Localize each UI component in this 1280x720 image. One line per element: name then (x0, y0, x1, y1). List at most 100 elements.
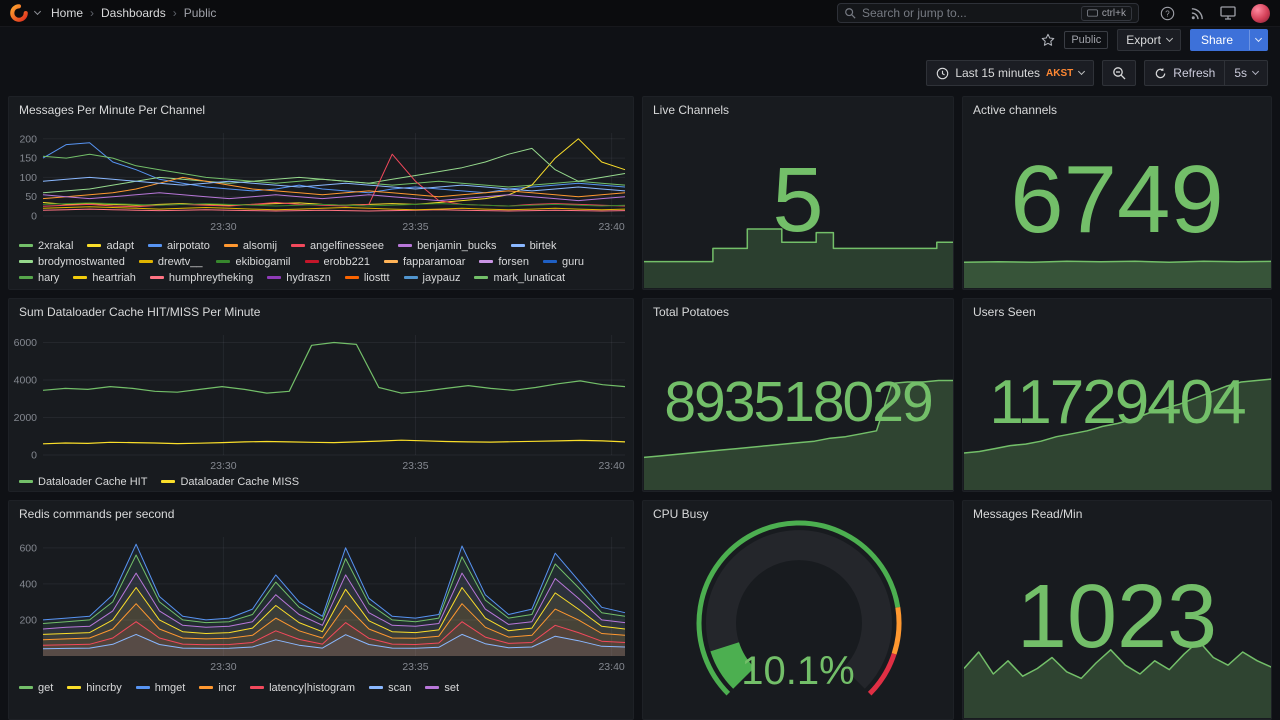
rss-icon[interactable] (1190, 6, 1205, 21)
legend-item[interactable]: humphreytheking (149, 271, 253, 284)
legend-color-swatch (138, 260, 153, 263)
legend-item[interactable]: 2xrakal (19, 239, 73, 252)
axis-tick-label: 400 (19, 578, 37, 590)
legend-item[interactable]: mark_lunaticat (474, 271, 565, 284)
panel-title[interactable]: Messages Read/Min (973, 507, 1083, 521)
legend-item[interactable]: hydraszn (267, 271, 331, 284)
legend-item[interactable]: benjamin_bucks (398, 239, 497, 252)
series-area (43, 621, 625, 656)
series-line (42, 439, 626, 445)
breadcrumb-dashboards[interactable]: Dashboards (101, 6, 166, 20)
legend-item[interactable]: scan (369, 681, 411, 694)
legend-item[interactable]: notjoeykaotyk (222, 287, 308, 290)
legend-label: 2xrakal (38, 239, 74, 252)
breadcrumb-separator: › (172, 6, 177, 20)
legend-item[interactable]: hincrby (67, 681, 122, 694)
panel-messages-per-minute: Messages Per Minute Per Channel 0 50 100 15… (8, 96, 634, 290)
legend-item[interactable]: hmget (135, 681, 185, 694)
refresh-button[interactable]: Refresh (1145, 61, 1224, 85)
legend-item[interactable]: hary (19, 271, 59, 284)
series-line (42, 206, 626, 211)
clock-icon (937, 67, 949, 79)
legend-item[interactable]: drewtv__ (138, 255, 202, 268)
legend-color-swatch (19, 480, 33, 483)
legend-item[interactable]: olivl0 (382, 287, 426, 290)
user-avatar[interactable] (1251, 3, 1270, 23)
grafana-logo[interactable] (10, 4, 28, 22)
panel-title[interactable]: Live Channels (653, 103, 730, 117)
legend-item[interactable]: angelfinesseee (291, 239, 384, 252)
legend-item[interactable]: adapt (87, 239, 134, 252)
star-icon[interactable] (1041, 33, 1055, 47)
legend-item[interactable]: onlyfye (440, 287, 494, 290)
panel-title[interactable]: Active channels (973, 103, 1058, 117)
legend-item[interactable]: birtek (510, 239, 556, 252)
breadcrumb-home[interactable]: Home (51, 6, 84, 20)
legend-item[interactable]: jaypauz (403, 271, 460, 284)
monitor-icon[interactable] (1220, 6, 1236, 20)
legend-label: airpotato (167, 239, 210, 252)
messages-legend[interactable]: 2xrakal adapt airpotato alsomij angelfinesse… (19, 239, 627, 289)
legend-item[interactable]: erobb221 (304, 255, 370, 268)
series-line (42, 621, 626, 646)
help-icon[interactable]: ? (1160, 6, 1175, 21)
search-field[interactable] (862, 6, 1075, 20)
chevron-down-icon[interactable] (33, 7, 42, 16)
series-area (964, 379, 1271, 490)
time-range-picker[interactable]: Last 15 minutes AKST (926, 60, 1095, 86)
legend-item[interactable]: Dataloader Cache HIT (19, 475, 147, 488)
panel-title[interactable]: Messages Per Minute Per Channel (19, 103, 206, 117)
legend-item[interactable]: liosttt (344, 271, 390, 284)
legend-item[interactable]: incr (199, 681, 236, 694)
series-line (42, 572, 626, 630)
legend-item[interactable]: fapparamoar (384, 255, 465, 268)
legend-color-swatch (216, 260, 231, 263)
axis-tick-label: 23:40 (598, 661, 624, 673)
svg-text:?: ? (1165, 9, 1170, 18)
dataloader-legend[interactable]: Dataloader Cache HIT Dataloader Cache MIS… (19, 475, 627, 491)
legend-item[interactable]: heartriah (73, 271, 136, 284)
panel-title[interactable]: Users Seen (973, 305, 1036, 319)
series-line (42, 202, 626, 207)
share-button[interactable]: Share (1189, 29, 1268, 51)
legend-color-swatch (19, 260, 33, 263)
legend-item[interactable]: mdswervin (19, 287, 91, 290)
legend-item[interactable]: nymn (322, 287, 368, 290)
dataloader-chart[interactable]: 0 2000 4000 6000 23:30 23:35 23:40 (13, 327, 631, 473)
legend-label: get (38, 681, 54, 694)
redis-chart[interactable]: 200 400 600 23:30 23:35 23:40 (13, 529, 631, 674)
zoom-out-icon (1113, 67, 1126, 80)
share-dropdown-button[interactable] (1249, 30, 1267, 50)
legend-label: brodymostwanted (38, 255, 125, 268)
zoom-out-button[interactable] (1102, 60, 1137, 86)
legend-color-swatch (344, 276, 359, 279)
panel-title[interactable]: CPU Busy (653, 507, 709, 521)
legend-item[interactable]: Dataloader Cache MISS (161, 475, 299, 488)
legend-item[interactable]: brodymostwanted (19, 255, 125, 268)
chevron-down-icon (1254, 34, 1263, 43)
panel-title[interactable]: Redis commands per second (19, 507, 175, 521)
panel-title[interactable]: Sum Dataloader Cache HIT/MISS Per Minute (19, 305, 261, 319)
legend-item[interactable]: set (425, 681, 459, 694)
refresh-interval-dropdown[interactable]: 5s (1224, 61, 1267, 85)
gauge-threshold-arc (696, 520, 901, 696)
panel-title[interactable]: Total Potatoes (653, 305, 730, 319)
legend-label: onlyfye (459, 288, 494, 290)
search-input[interactable]: ctrl+k (837, 3, 1139, 23)
redis-legend[interactable]: get hincrby hmget incr latency|histogram scan… (19, 681, 627, 719)
legend-item[interactable]: guru (542, 255, 584, 268)
users-seen-value: 11729404 (989, 367, 1246, 437)
export-button[interactable]: Export (1117, 29, 1181, 51)
legend-color-swatch (19, 244, 33, 247)
legend-item[interactable]: latency|histogram (250, 681, 355, 694)
legend-item[interactable]: airpotato (148, 239, 210, 252)
legend-item[interactable]: get (19, 681, 53, 694)
legend-item[interactable]: mrrcartermaneee (105, 287, 208, 290)
legend-item[interactable]: ekibiogamil (216, 255, 291, 268)
legend-item[interactable]: forsen (479, 255, 529, 268)
legend-color-swatch (479, 260, 494, 263)
legend-item[interactable]: alsomij (223, 239, 277, 252)
legend-item[interactable]: punz (508, 287, 551, 290)
chevron-down-icon (1165, 34, 1174, 43)
messages-chart[interactable]: 0 50 100 150 200 23:30 23:35 23:40 (13, 125, 631, 234)
